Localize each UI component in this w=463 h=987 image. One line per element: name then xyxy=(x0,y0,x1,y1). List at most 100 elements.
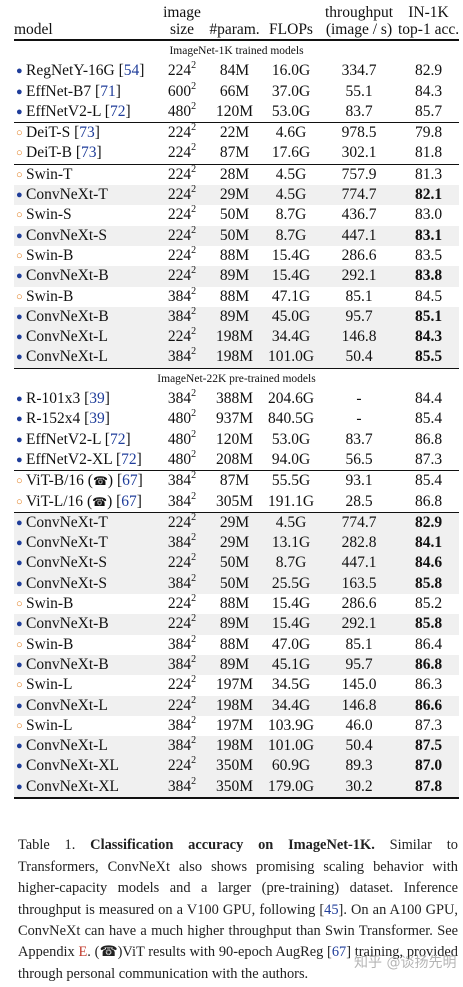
caption-cite-1[interactable]: 45 xyxy=(324,901,339,918)
hollow-circle-icon: ○ xyxy=(16,719,23,732)
model-name: ConvNeXt-T xyxy=(26,186,108,204)
table-header: model image size #param. FLOPs throughpu… xyxy=(14,0,459,40)
accuracy-cell: 84.1 xyxy=(414,534,443,552)
model-name: ConvNeXt-XL xyxy=(26,757,119,775)
image-size-cell: 3842 xyxy=(157,389,207,409)
accuracy-cell: 79.8 xyxy=(414,124,443,142)
citation-link[interactable]: 39 xyxy=(89,410,105,428)
image-size-cell: 3842 xyxy=(157,634,207,655)
citation-link[interactable]: 67 xyxy=(121,492,137,510)
model-name: EffNetV2-L xyxy=(26,102,101,120)
filled-dot-icon: ● xyxy=(16,658,23,671)
image-size: 384 xyxy=(167,737,192,755)
model-cell: ● ConvNeXt-T xyxy=(14,512,157,533)
model-name: DeiT-S xyxy=(26,124,71,142)
model-cell: ○ DeiT-B [73] xyxy=(14,143,157,164)
model-cell: ○ ViT-B/16 (☎) [67] xyxy=(14,471,157,492)
accuracy-cell: 85.8 xyxy=(414,574,443,592)
model-cell: ● ConvNeXt-XL xyxy=(14,756,157,776)
model-cell: ● R-101x3 [39] xyxy=(14,389,157,409)
param-cell: 197M xyxy=(215,716,254,734)
model-cell: ● ConvNeXt-B xyxy=(14,614,157,634)
model-cell: ○ Swin-L xyxy=(14,716,157,736)
citation-link[interactable]: 73 xyxy=(79,124,95,142)
model-cell: ● ConvNeXt-L xyxy=(14,696,157,716)
model-name: R-152x4 xyxy=(26,410,81,428)
citation-link[interactable]: 67 xyxy=(122,472,138,490)
throughput-cell: 757.9 xyxy=(341,165,377,183)
filled-dot-icon: ● xyxy=(16,699,23,712)
hollow-circle-icon: ○ xyxy=(16,598,23,611)
citation-link[interactable]: 72 xyxy=(109,430,126,448)
table-row: ● ConvNeXt-T 2242 29M 4.5G 774.7 82.1 xyxy=(14,185,459,206)
table-row: ○ Swin-T 2242 28M 4.5G 757.9 81.3 xyxy=(14,164,459,185)
flops-cell: 34.4G xyxy=(271,328,311,346)
model-name: Swin-B xyxy=(26,635,74,653)
citation-link[interactable]: 73 xyxy=(80,144,97,162)
filled-dot-icon: ● xyxy=(16,331,23,344)
filled-dot-icon: ● xyxy=(16,453,23,466)
table-row: ● ConvNeXt-L 3842 198M 101.0G 50.4 87.5 xyxy=(14,736,459,757)
model-name: R-101x3 xyxy=(26,390,81,408)
image-size-cell: 2242 xyxy=(157,512,207,533)
size-exponent: 2 xyxy=(191,100,197,112)
flops-cell: 94.0G xyxy=(271,450,311,468)
citation-link[interactable]: 72 xyxy=(109,102,126,120)
model-cell: ● RegNetY-16G [54] xyxy=(14,61,157,81)
image-size: 224 xyxy=(167,595,192,613)
throughput-cell: 83.7 xyxy=(345,430,373,448)
throughput-cell: 83.7 xyxy=(345,102,373,120)
image-size-cell: 3842 xyxy=(157,573,207,594)
section-header: ImageNet-1K trained models xyxy=(14,40,459,61)
flops-cell: 15.4G xyxy=(271,595,311,613)
model-cell: ● ConvNeXt-B xyxy=(14,655,157,675)
citation-link[interactable]: 71 xyxy=(100,82,116,100)
flops-cell: 8.7G xyxy=(275,226,307,244)
flops-cell: 45.1G xyxy=(271,655,311,673)
filled-dot-icon: ● xyxy=(16,65,23,78)
model-name: ConvNeXt-L xyxy=(26,696,108,714)
table-row: ● EffNet-B7 [71] 6002 66M 37.0G 55.1 84.3 xyxy=(14,80,459,102)
flops-cell: 15.4G xyxy=(271,267,311,285)
throughput-cell: 95.7 xyxy=(345,307,373,325)
size-exponent: 2 xyxy=(191,142,197,154)
filled-dot-icon: ● xyxy=(16,105,23,118)
table-row: ● RegNetY-16G [54] 2242 84M 16.0G 334.7 82.9 xyxy=(14,61,459,81)
param-cell: 388M xyxy=(215,390,254,408)
image-size: 480 xyxy=(167,410,192,428)
image-size: 384 xyxy=(167,492,192,510)
image-size: 224 xyxy=(167,554,192,572)
header-throughput-line2: (image / s) xyxy=(325,21,393,38)
size-exponent: 2 xyxy=(191,428,197,440)
flops-cell: 13.1G xyxy=(271,534,311,552)
image-size: 224 xyxy=(167,226,192,244)
model-name: EffNetV2-L xyxy=(26,430,101,448)
table-row: ○ Swin-B 2242 88M 15.4G 286.6 83.5 xyxy=(14,245,459,266)
table-row: ● ConvNeXt-L 2242 198M 34.4G 146.8 86.6 xyxy=(14,695,459,716)
accuracy-cell: 86.8 xyxy=(414,430,443,448)
table-row: ● EffNetV2-L [72] 4802 120M 53.0G 83.7 85.7 xyxy=(14,100,459,123)
param-cell: 198M xyxy=(215,348,254,366)
size-exponent: 2 xyxy=(191,163,197,175)
model-cell: ● ConvNeXt-T xyxy=(14,185,157,205)
citation-link[interactable]: 72 xyxy=(121,450,137,468)
image-size: 224 xyxy=(167,757,192,775)
size-exponent: 2 xyxy=(191,653,197,665)
accuracy-cell: 83.8 xyxy=(414,267,443,285)
image-size-cell: 4802 xyxy=(157,449,207,471)
citation-link[interactable]: 39 xyxy=(89,390,105,408)
model-cell: ● ConvNeXt-B xyxy=(14,307,157,327)
caption-cite-2[interactable]: 67 xyxy=(331,944,347,961)
hollow-circle-icon: ○ xyxy=(16,209,23,222)
throughput-cell: 30.2 xyxy=(345,777,373,795)
throughput-cell: 334.7 xyxy=(341,62,377,80)
appendix-link[interactable]: E xyxy=(78,944,88,961)
size-exponent: 2 xyxy=(191,80,197,92)
table-row: ● ConvNeXt-B 3842 89M 45.0G 95.7 85.1 xyxy=(14,306,459,328)
table-row: ● R-152x4 [39] 4802 937M 840.5G -85.4 xyxy=(14,409,459,429)
accuracy-cell: 85.2 xyxy=(414,595,443,613)
image-size-cell: 2242 xyxy=(157,266,207,286)
param-cell: 28M xyxy=(219,165,250,183)
throughput-cell: 145.0 xyxy=(341,676,377,694)
citation-link[interactable]: 54 xyxy=(123,62,140,80)
